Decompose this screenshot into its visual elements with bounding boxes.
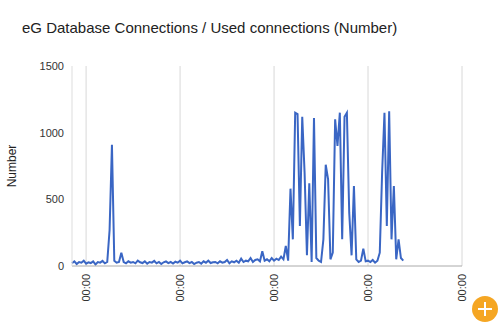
svg-text:500: 500 <box>46 193 64 205</box>
svg-text:1500: 1500 <box>40 60 64 72</box>
svg-text:0: 0 <box>58 260 64 272</box>
svg-text:00:00: 00:00 <box>456 274 468 302</box>
svg-text:00:00: 00:00 <box>362 274 374 302</box>
svg-text:00:00: 00:00 <box>268 274 280 302</box>
svg-text:00:00: 00:00 <box>174 274 186 302</box>
svg-text:00:00: 00:00 <box>80 274 92 302</box>
html-text:eG Database Connections / Used: eG Database Connections / Used connectio… <box>22 19 398 36</box>
svg-text:1000: 1000 <box>40 127 64 139</box>
svg-text:Number: Number <box>8 145 19 188</box>
